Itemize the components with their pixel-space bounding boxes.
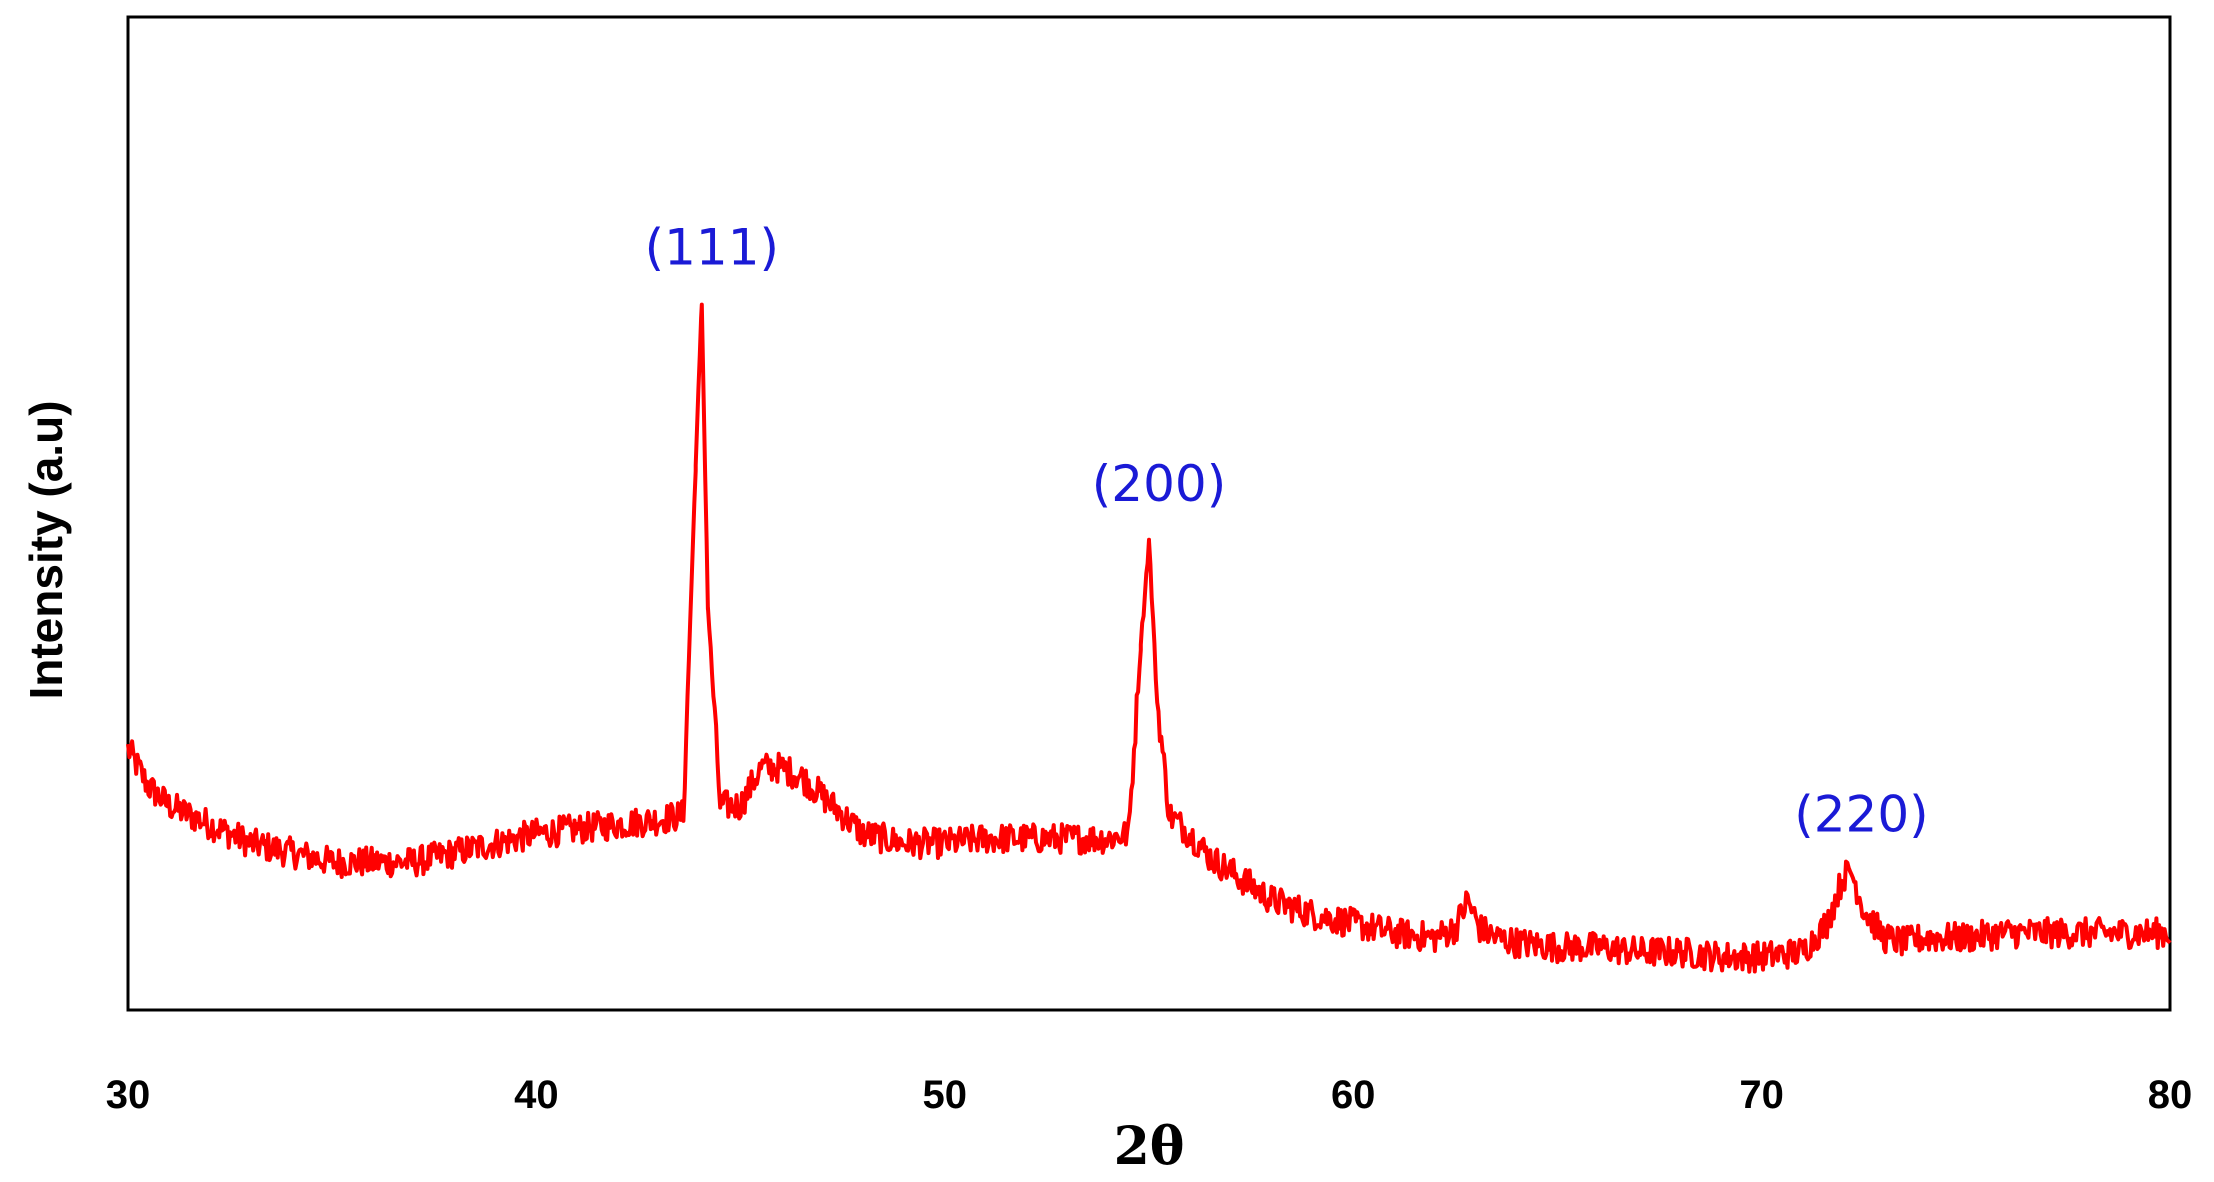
peak-label: (200) <box>1092 455 1226 513</box>
x-tick-label: 50 <box>923 1073 968 1117</box>
peak-annotations: (111) (200) (220) <box>645 219 1929 844</box>
x-tick-label: 60 <box>1331 1073 1376 1117</box>
peak-label: (220) <box>1794 786 1928 844</box>
peak-label: (111) <box>645 219 779 277</box>
x-tick-label: 40 <box>514 1073 559 1117</box>
plot-frame <box>126 15 2172 1012</box>
x-tick-label: 30 <box>106 1073 151 1117</box>
xrd-series-line <box>126 302 2172 974</box>
x-tick-labels: 30 40 50 60 70 80 <box>106 1073 2193 1117</box>
x-tick-label: 80 <box>2148 1073 2193 1117</box>
x-tick-label: 70 <box>1739 1073 1784 1117</box>
x-axis-label: 2θ <box>1114 1116 1185 1177</box>
y-axis-label: Intensity (a.u) <box>20 400 72 699</box>
